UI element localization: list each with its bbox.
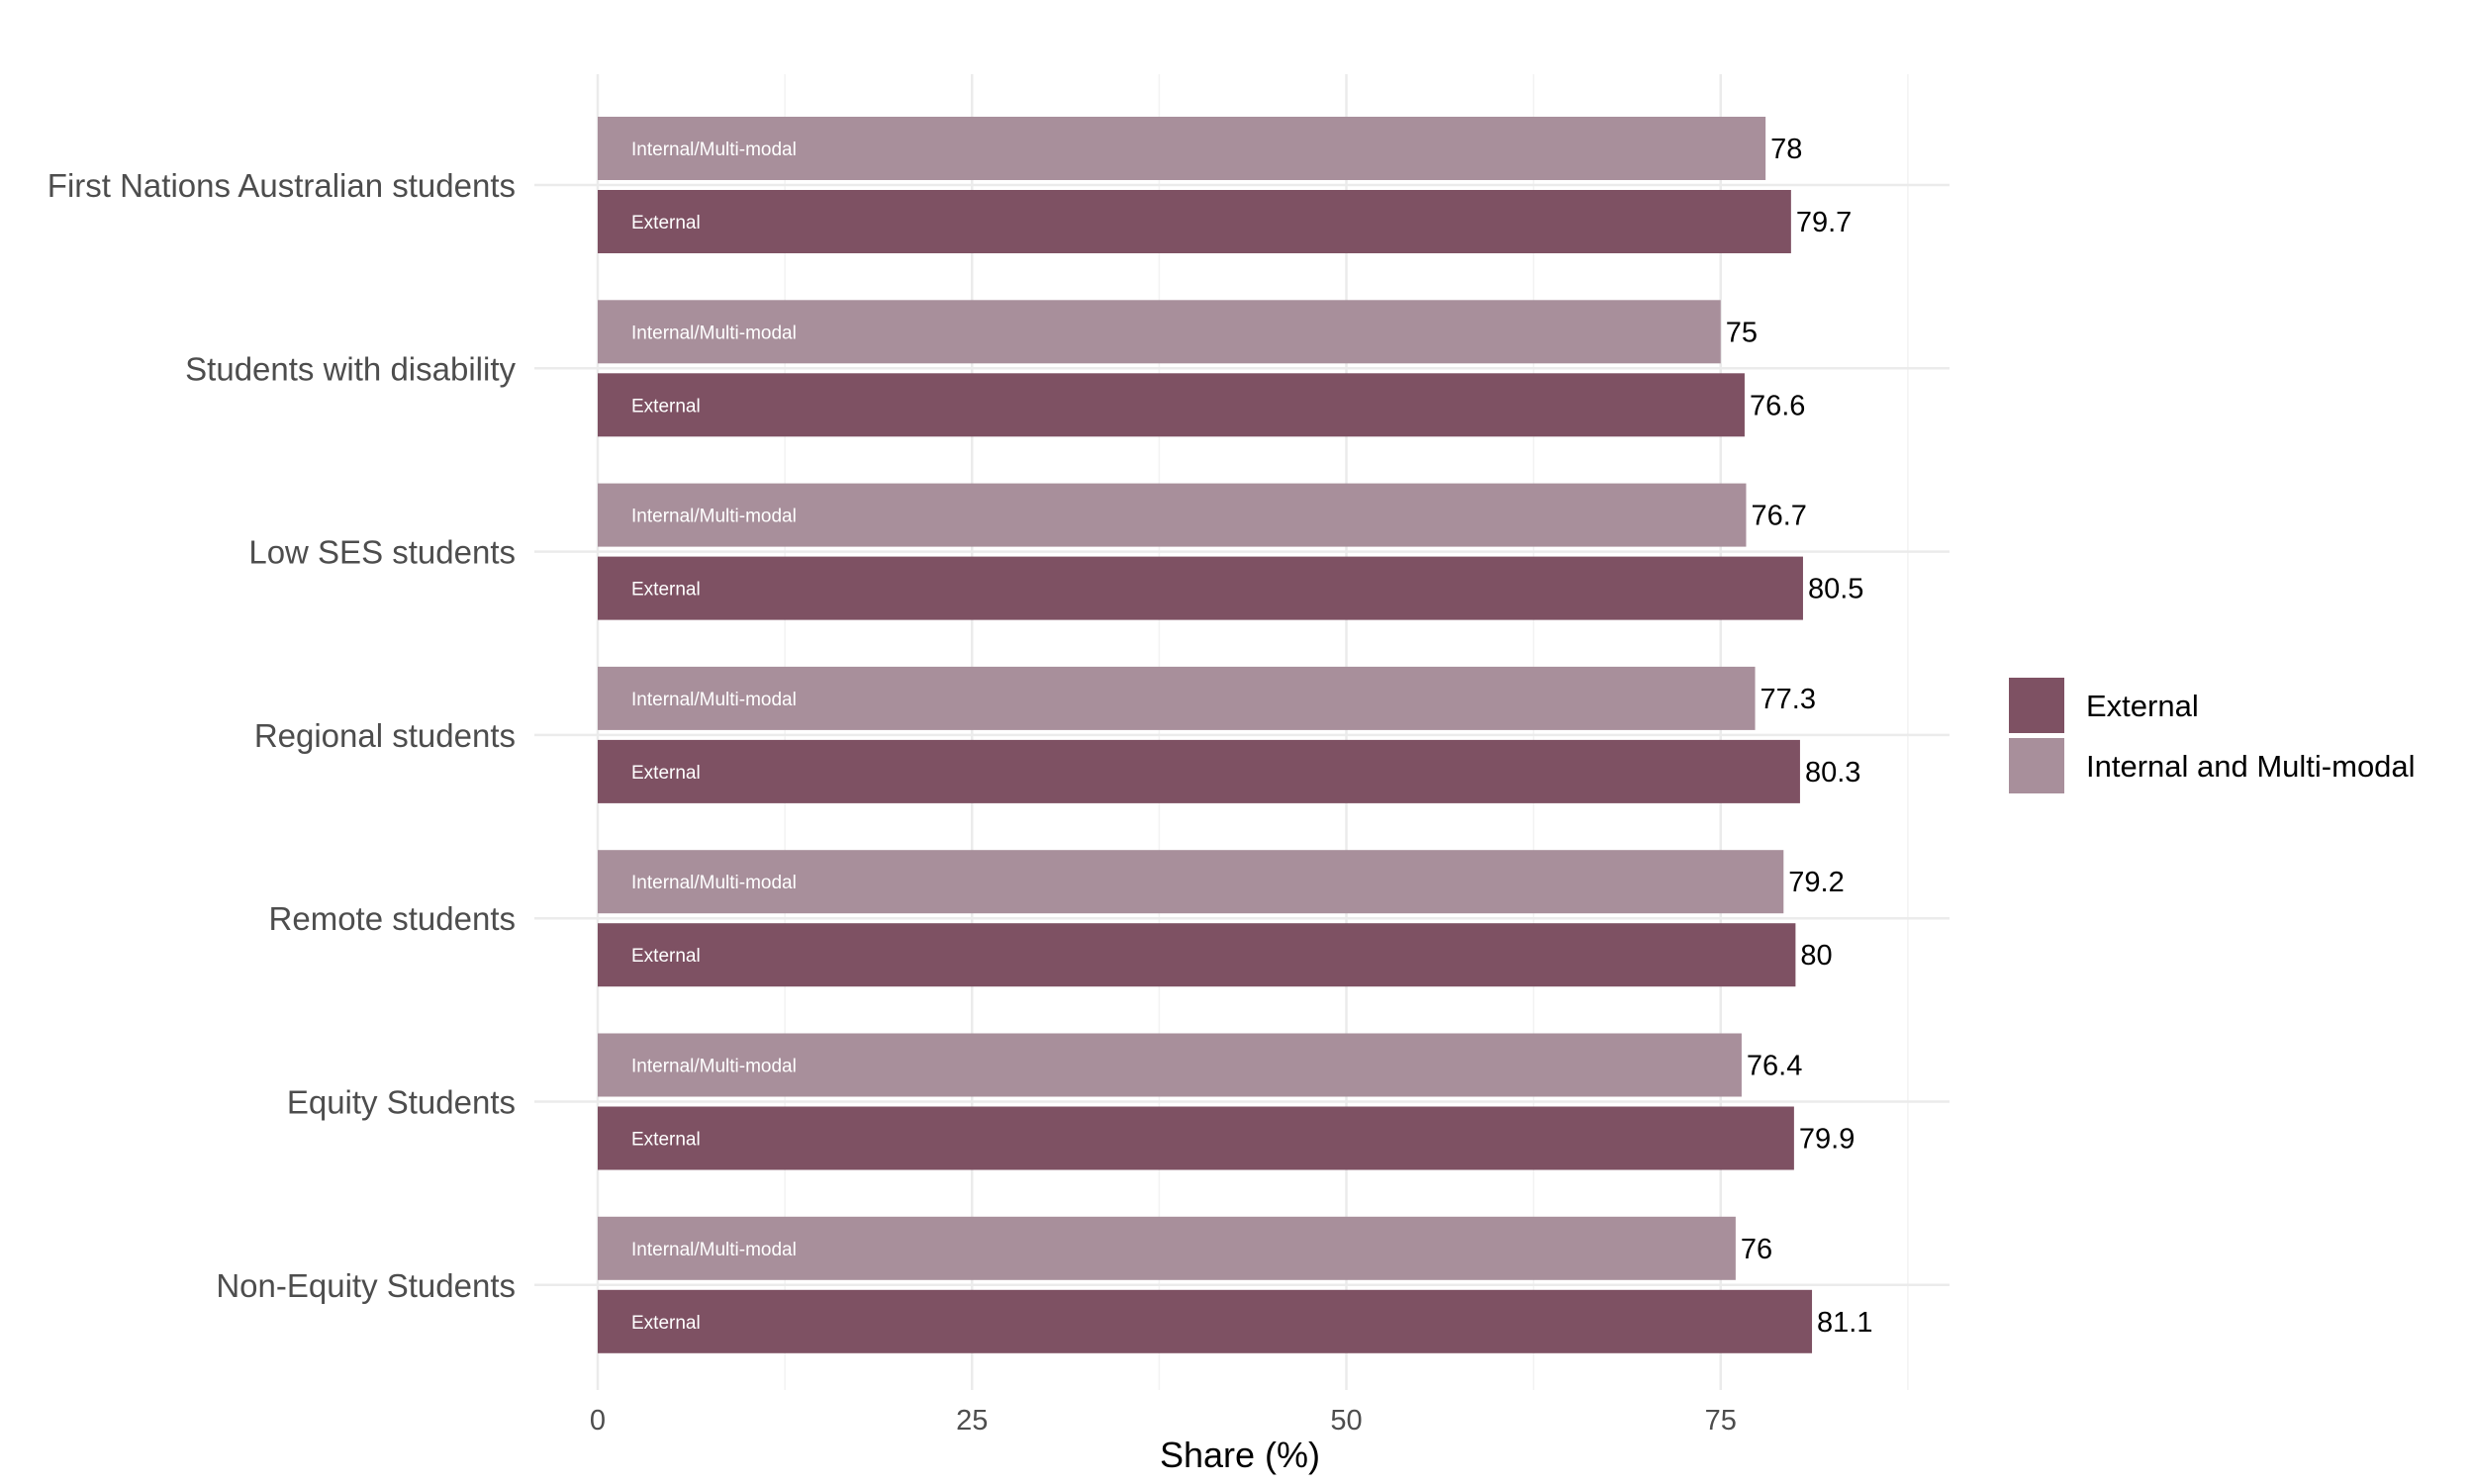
data-label: 76.7 <box>1751 501 1806 532</box>
bar-external <box>598 556 1803 620</box>
bar-series-label: External <box>631 1130 701 1151</box>
category-label: Regional students <box>254 717 516 754</box>
data-label: 78 <box>1770 134 1802 165</box>
bar-external <box>598 739 1800 803</box>
bar-internal <box>598 117 1766 180</box>
data-label: 76 <box>1741 1234 1772 1265</box>
data-label: 80.3 <box>1805 757 1860 788</box>
x-tick-label: 0 <box>590 1405 606 1437</box>
bar-series-label: External <box>631 213 701 233</box>
category-label: Low SES students <box>248 534 516 571</box>
bar-series-label: External <box>631 580 701 601</box>
data-label: 81.1 <box>1817 1307 1872 1339</box>
bar-series-label: Internal/Multi-modal <box>631 507 797 527</box>
x-tick-label: 75 <box>1705 1405 1737 1437</box>
bar-external <box>598 373 1745 437</box>
legend-label: Internal and Multi-modal <box>2086 749 2416 784</box>
category-labels: First Nations Australian students Student… <box>48 167 517 1304</box>
data-label: 80 <box>1800 940 1832 972</box>
x-axis-title: Share (%) <box>1160 1435 1320 1475</box>
data-label: 75 <box>1726 317 1758 348</box>
x-tick-label: 25 <box>956 1405 988 1437</box>
bar-series-label: External <box>631 396 701 417</box>
bar-series-label: External <box>631 1313 701 1334</box>
bar-external <box>598 923 1796 987</box>
category-label: Equity Students <box>287 1084 516 1121</box>
bar-internal <box>598 850 1784 914</box>
bar-internal <box>598 666 1756 730</box>
bar-external <box>598 1106 1794 1170</box>
data-label: 80.5 <box>1808 574 1863 605</box>
data-label: 79.9 <box>1799 1124 1855 1156</box>
legend-label: External <box>2086 689 2199 723</box>
bar-series-label: Internal/Multi-modal <box>631 873 797 893</box>
bar-internal <box>598 1216 1736 1280</box>
bar-external <box>598 190 1791 253</box>
legend-swatch <box>2009 738 2064 793</box>
category-label: First Nations Australian students <box>48 167 516 204</box>
data-label: 79.2 <box>1788 867 1844 898</box>
bar-series-label: Internal/Multi-modal <box>631 1057 797 1077</box>
x-tick-labels: 0 25 50 75 <box>590 1405 1737 1437</box>
category-label: Non-Equity Students <box>216 1267 516 1304</box>
data-label: 76.6 <box>1750 390 1805 421</box>
bar-internal <box>598 483 1747 547</box>
bar-series-label: Internal/Multi-modal <box>631 139 797 160</box>
data-label: 77.3 <box>1760 684 1816 715</box>
bar-series-label: External <box>631 946 701 967</box>
bar-series-label: Internal/Multi-modal <box>631 690 797 710</box>
bar-external <box>598 1289 1813 1353</box>
bar-internal <box>598 300 1721 364</box>
data-label: 79.7 <box>1796 207 1852 238</box>
bar-series-label: External <box>631 763 701 784</box>
bar-series-label: Internal/Multi-modal <box>631 1240 797 1260</box>
bar-series-label: Internal/Multi-modal <box>631 323 797 343</box>
value-labels: Internal/Multi-modal 78 External 79.7 Intern… <box>631 134 1872 1339</box>
bar-internal <box>598 1033 1742 1097</box>
x-tick-label: 50 <box>1330 1405 1362 1437</box>
category-label: Remote students <box>269 900 516 937</box>
data-label: 76.4 <box>1747 1051 1802 1082</box>
category-label: Students with disability <box>185 350 516 387</box>
legend-swatch <box>2009 678 2064 733</box>
bars <box>598 117 1813 1353</box>
legend: External Internal and Multi-modal <box>2009 678 2416 793</box>
grid-lines <box>534 74 1950 1390</box>
